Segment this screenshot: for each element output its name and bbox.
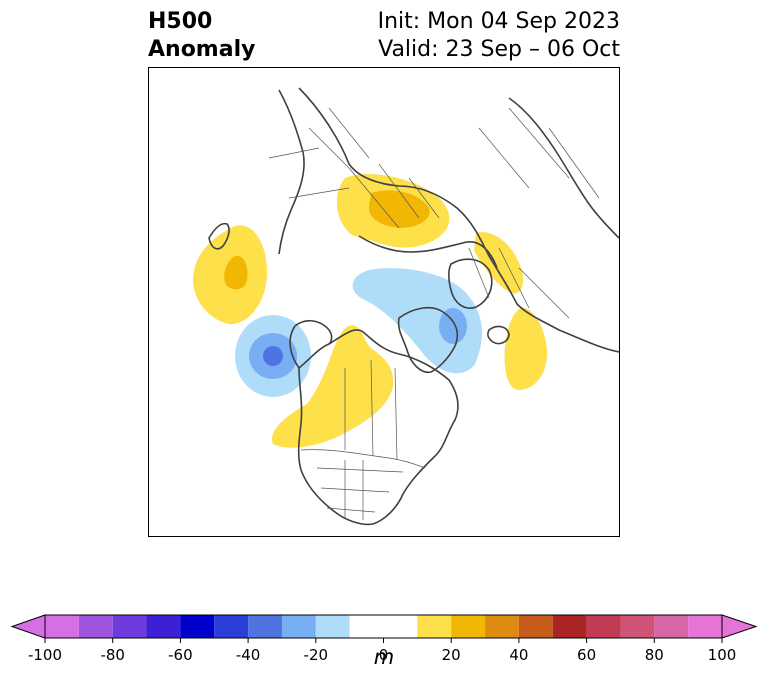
coastline-japan [208,222,230,250]
colorbar-cell [281,615,316,638]
polar-map [193,87,619,526]
colorbar-extend-low [10,614,46,639]
positive-anomaly-siberia-core [368,190,430,228]
colorbar-tick-label: 60 [577,646,596,664]
colorbar-cell [349,615,418,638]
border-asia [268,107,600,199]
coastline-north-america [297,329,459,526]
colorbar-cell [112,615,147,638]
coastline-scandinavia [448,258,493,309]
colorbar-tick-label: 40 [509,646,528,664]
anomaly-fields [193,174,547,448]
political-borders [268,107,600,520]
colorbar-tick-label: -80 [100,646,125,664]
coastline-alaska [289,319,333,369]
border-russia-regions [308,107,440,229]
coastline-east-asia [278,89,305,255]
colorbar-cell [180,615,215,638]
colorbar-cell [586,615,621,638]
colorbar-cell [45,615,79,638]
colorbar-extend-high [721,614,758,639]
colorbar: -100 -80 -60 -40 -20 0 20 40 60 80 100 [10,614,758,664]
colorbar-cell [78,615,113,638]
border-us-canada [300,449,426,469]
colorbar-cell [654,615,689,638]
positive-anomaly-north-pacific-core [224,255,248,290]
colorbar-tick-label: 20 [442,646,461,664]
border-canada-provinces [344,359,398,461]
positive-anomaly-north-atlantic [504,307,547,390]
valid-range: Valid: 23 Sep – 06 Oct [378,37,620,62]
title-line-2: Anomaly [148,37,256,62]
positive-anomaly-western-canada [271,325,394,448]
border-us-states [316,460,404,520]
coastline-greenland [397,306,459,374]
colorbar-unit-label: m [373,645,395,669]
colorbar-cell [485,615,519,638]
colorbar-cell [620,615,655,638]
colorbar-tick-label: 80 [645,646,664,664]
chart-title: H500 Anomaly [148,8,255,64]
map-panel [148,67,620,537]
coastline-iceland [487,325,510,345]
colorbar-tick-label: -20 [304,646,329,664]
border-europe [468,237,570,319]
colorbar-cell [688,615,722,638]
colorbar-tick-label: -100 [28,646,62,664]
colorbar-tick-label: -40 [236,646,261,664]
colorbar-cell [315,615,350,638]
colorbar-cell [518,615,553,638]
negative-anomaly-greenland [352,268,482,374]
date-info: Init: Mon 04 Sep 2023 Valid: 23 Sep – 06… [378,8,620,64]
title-line-1: H500 [148,9,213,34]
init-date: Init: Mon 04 Sep 2023 [377,9,620,34]
colorbar-tick-label: 100 [708,646,737,664]
negative-anomaly-gulf-of-alaska-core [263,346,283,366]
colorbar-cell [248,615,282,638]
coastline-eurasia [298,87,619,353]
colorbar-cell [417,615,452,638]
colorbar-tick-label: -60 [168,646,193,664]
negative-anomaly-greenland-core [439,308,467,344]
colorbar-cell [451,615,486,638]
colorbar-cell [552,615,587,638]
colorbar-ticks: -100 -80 -60 -40 -20 0 20 40 60 80 100 [28,638,736,664]
positive-anomaly-west-russia [474,232,524,294]
colorbar-tick-label: 0 [379,646,389,664]
coastline-mediterranean [508,97,619,239]
colorbar-cell [214,615,249,638]
colorbar-cell [146,615,181,638]
colorbar-cells [10,614,758,639]
